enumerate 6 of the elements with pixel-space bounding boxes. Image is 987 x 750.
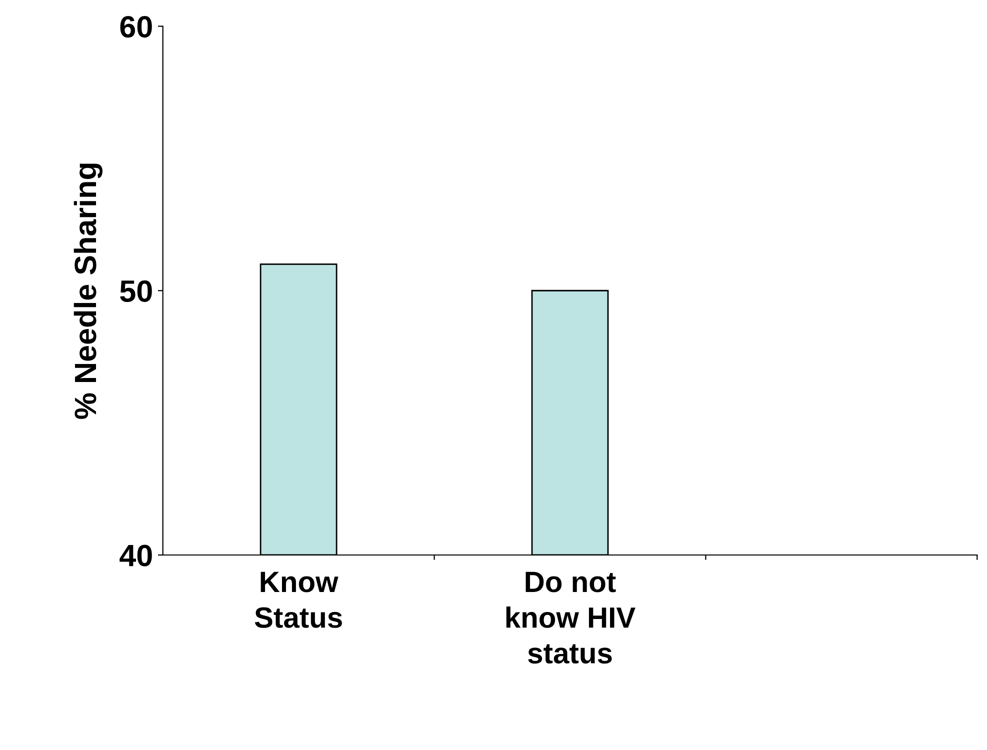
- y-tick-label: 40: [120, 544, 152, 566]
- y-tick-label: 50: [120, 280, 152, 302]
- x-tick-label: Know Status: [254, 572, 342, 628]
- y-tick-label: 60: [120, 16, 152, 38]
- y-axis-title: % Needle Sharing: [74, 164, 102, 419]
- x-tick-label: Do not know HIV status: [506, 572, 636, 664]
